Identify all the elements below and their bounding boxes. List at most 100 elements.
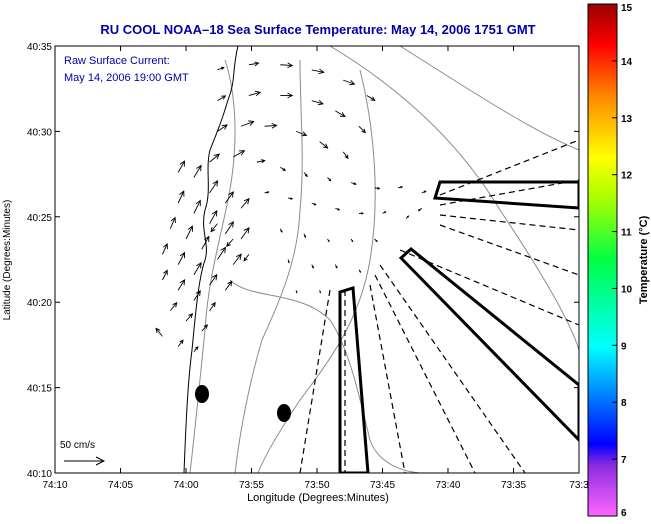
current-vector [350,238,354,243]
current-vector [217,246,227,260]
current-vector [264,122,278,129]
current-vector [217,95,227,102]
current-vector [243,254,250,262]
current-vector [334,264,338,269]
current-vector [248,90,262,97]
current-vector [217,66,225,71]
colorbar-tick-label: 14 [621,57,633,68]
y-tick-label: 40:15 [27,384,52,395]
current-vector [240,120,255,127]
x-tick-label: 74:00 [174,480,199,491]
colorbar-tick-label: 9 [621,341,627,352]
current-vector [366,95,376,101]
y-axis-label: Latitude (Degrees:Minutes) [2,200,13,321]
current-vector [358,212,364,215]
current-vector [193,164,202,178]
current-vector [201,235,210,250]
current-vector [280,92,294,99]
chart-title: RU COOL NOAA–18 Sea Surface Temperature:… [100,22,535,37]
temperature-colorbar: 6 7 8 9 10 11 12 13 14 15 Temperature (°C) [587,3,650,519]
colorbar-tick-label: 7 [621,455,627,466]
x-tick-label: 73:45 [370,480,395,491]
x-tick-label: 74:05 [108,480,133,491]
x-tick-label: 73:40 [435,480,460,491]
scale-arrow: 50 cm/s [60,440,106,466]
current-vector [288,197,294,200]
bathymetry-contours [189,46,579,473]
radar-sector-lines [299,139,579,473]
current-vector [185,313,194,322]
x-axis-ticks: 74:10 74:05 74:00 73:55 73:50 73:45 73:40 73:35… [42,46,589,491]
current-vector [155,327,163,337]
current-vector [201,324,209,332]
current-vector [280,62,294,69]
colorbar-tick-label: 13 [621,114,633,125]
current-vector [327,177,332,182]
current-vector [374,186,381,190]
current-vector [311,99,324,106]
colorbar-tick-label: 8 [621,398,627,409]
current-vector [382,211,387,214]
current-vector [335,110,346,117]
current-vector [295,130,308,137]
current-vector [248,61,260,67]
current-vector [217,124,228,132]
current-vector [240,226,250,240]
y-tick-label: 40:10 [27,469,52,480]
y-tick-label: 40:25 [27,213,52,224]
current-vector [232,253,242,265]
current-vector [185,225,193,240]
current-vector [209,209,218,224]
current-vector [374,238,378,243]
current-vector [421,190,427,194]
current-vector [335,207,341,211]
current-vector [177,251,186,265]
current-vector [193,199,201,214]
current-vector [311,202,317,206]
annotation-line-1: Raw Surface Current: [64,55,170,67]
current-vector [177,160,186,173]
colorbar-label: Temperature (°C) [638,215,650,304]
current-vector [405,215,410,219]
current-vector [342,289,346,294]
current-vector [319,141,329,149]
current-vector [162,269,168,281]
current-vector [303,233,306,238]
current-vector [210,223,218,233]
colorbar-tick-label: 10 [621,284,633,295]
current-vector [319,290,322,294]
current-vector [256,159,266,164]
colorbar-ticks: 6 7 8 9 10 11 12 13 14 15 [612,3,633,519]
current-vector [177,190,185,204]
current-vector [358,125,367,134]
current-vector [240,197,250,209]
current-vector [311,264,314,269]
current-vector [264,191,270,194]
colorbar-tick-label: 15 [621,3,633,14]
current-vector [358,269,362,273]
current-vectors [155,61,427,353]
current-vector [177,339,184,347]
x-tick-label: 73:55 [239,480,264,491]
y-tick-label: 40:30 [27,127,52,138]
current-vector [209,180,219,194]
y-tick-label: 40:35 [27,42,52,53]
current-vector [162,243,168,255]
colorbar-tick-label: 6 [621,508,627,519]
x-tick-label: 74:10 [42,480,67,491]
plot-frame [54,45,580,474]
current-vector [224,221,234,235]
current-vector [295,290,298,294]
current-vector [169,216,176,229]
current-vector [311,68,325,75]
annotation-line-2: May 14, 2006 19:00 GMT [64,72,189,84]
scale-arrow-label: 50 cm/s [60,440,95,451]
current-vector [342,151,349,160]
colorbar-tick-label: 11 [621,228,632,239]
y-axis-ticks: 40:10 40:15 40:20 40:25 40:30 40:35 [27,42,579,480]
current-vector [287,259,290,264]
current-vector [280,166,286,172]
current-vector [209,273,218,286]
x-tick-label: 73:35 [501,480,526,491]
current-vector [398,186,404,189]
